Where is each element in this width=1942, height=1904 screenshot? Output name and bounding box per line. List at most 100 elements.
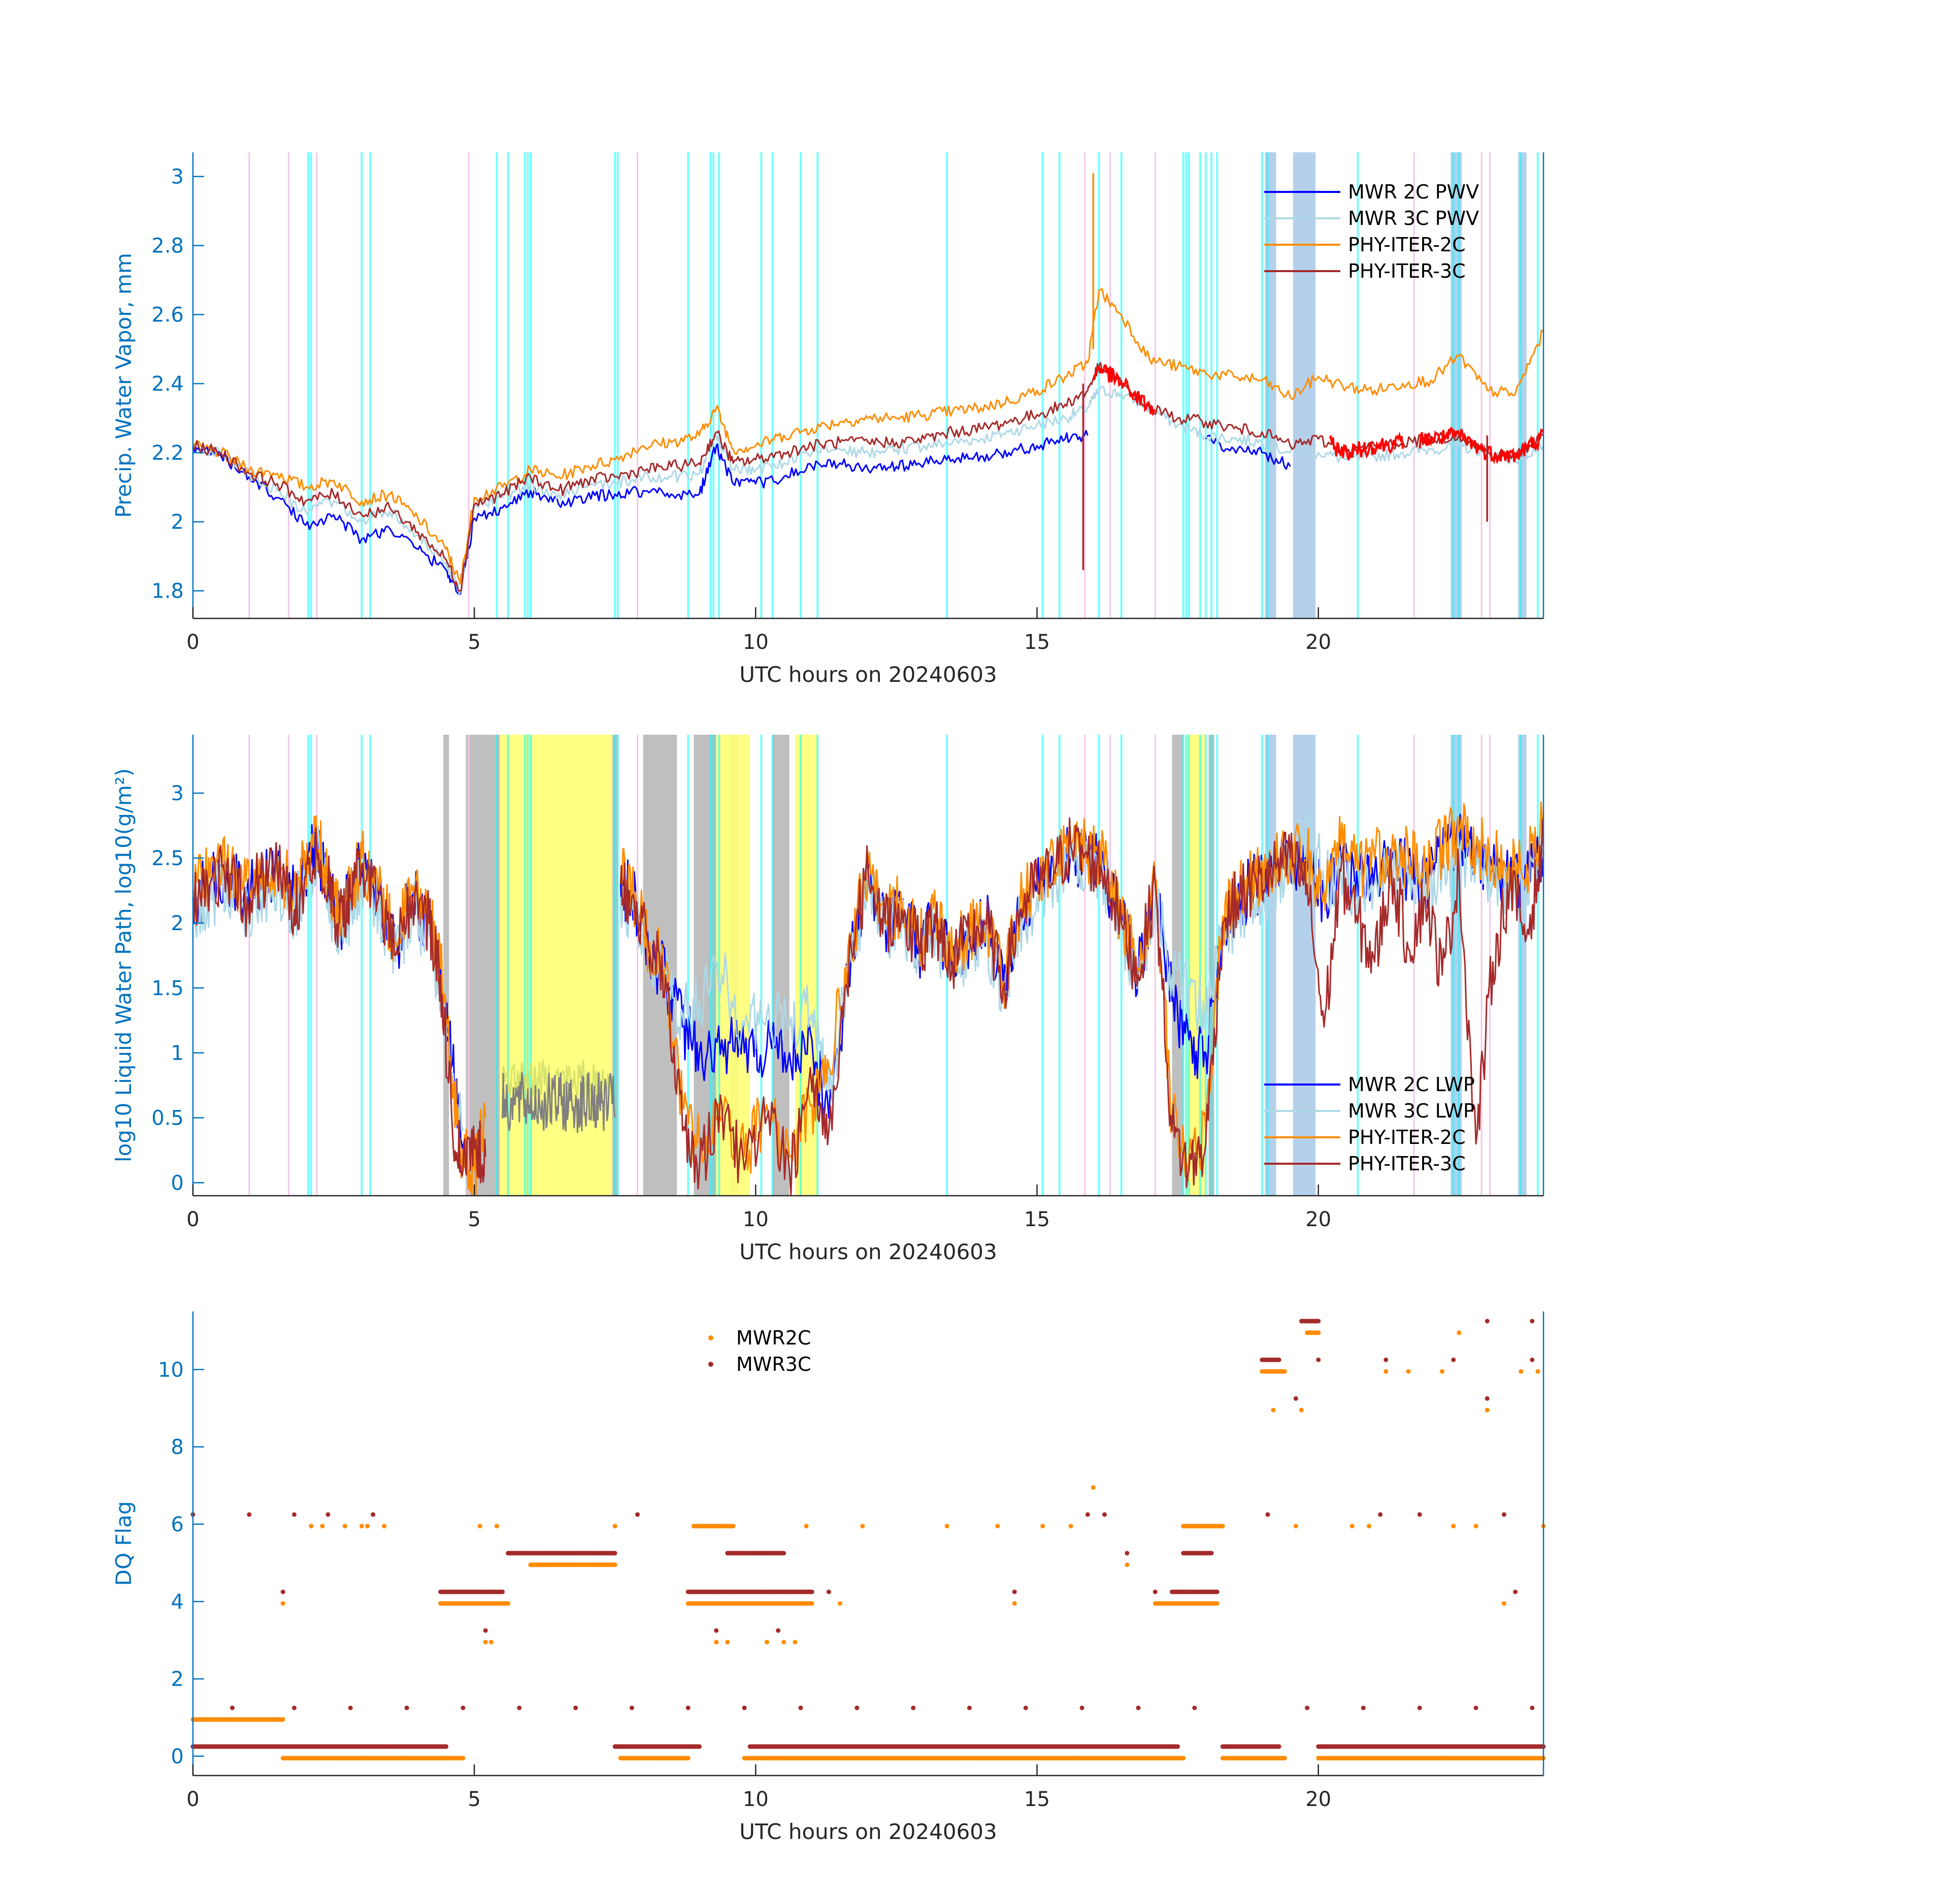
pwv-ylabel: Precip. Water Vapor, mm — [111, 253, 136, 518]
dq-point-mwr3c — [911, 1705, 916, 1711]
dq-point-mwr3c — [781, 1551, 786, 1556]
pwv-band-overlays — [248, 152, 1539, 618]
pwv-ytick-label: 1.8 — [151, 580, 184, 603]
cyan-flag-line — [712, 152, 715, 618]
dq-point-mwr3c — [1276, 1357, 1281, 1362]
cyan-flag-line — [946, 152, 948, 618]
dq-point-mwr3c — [967, 1705, 972, 1711]
pwv-line-phy-iter-2c — [192, 288, 1544, 585]
dq-point-mwr2c — [1282, 1369, 1287, 1374]
cyan-flag-line — [496, 152, 498, 618]
pwv-xtick-label: 15 — [1024, 631, 1050, 654]
dq-point-mwr3c — [697, 1744, 702, 1749]
lwp-ytick-label: 2.5 — [151, 847, 184, 870]
cyan-flag-line — [1261, 152, 1263, 618]
dq-ytick-label: 6 — [171, 1513, 184, 1536]
cyan-flag-line — [1210, 152, 1213, 618]
cyan-flag-line — [1182, 735, 1184, 1196]
lwp-ytick-label: 3 — [171, 782, 184, 805]
dq-point-mwr3c — [247, 1512, 252, 1517]
cyan-flag-line — [360, 152, 363, 618]
pwv-xtick-label: 20 — [1305, 631, 1331, 654]
dq-point-mwr2c — [1181, 1756, 1186, 1761]
lwp-legend-label: PHY-ITER-3C — [1348, 1153, 1466, 1175]
cyan-flag-line — [1205, 152, 1207, 618]
dq-point-mwr2c — [809, 1601, 814, 1606]
pink-flag-line — [1413, 735, 1415, 1196]
cyan-flag-line — [1188, 735, 1190, 1196]
cyan-flag-line — [1536, 152, 1539, 618]
dq-axes: 0 5 10 15 20 0 2 4 6 8 10 — [158, 1311, 1544, 1811]
pwv-xtick-label: 0 — [186, 631, 199, 654]
pwv-flagged-segment — [1419, 426, 1544, 465]
cyan-flag-line — [1188, 152, 1190, 618]
pink-flag-line — [468, 152, 470, 618]
dq-point-mwr3c — [325, 1512, 331, 1517]
dq-point-mwr2c — [1125, 1562, 1130, 1567]
lwp-legend-label: MWR 2C LWP — [1348, 1073, 1475, 1096]
lightblue-flag-band — [1265, 735, 1276, 1196]
lwp-panel: 0 5 10 15 20 0 0.5 1 1.5 2 2.5 3 MWR 2C LWP MWR 3C L… — [111, 735, 1544, 1264]
dq-point-mwr2c — [495, 1524, 499, 1529]
dq-point-mwr2c — [725, 1639, 730, 1645]
dq-point-mwr2c — [365, 1524, 370, 1529]
cyan-flag-line — [800, 152, 802, 618]
pink-flag-line — [248, 152, 250, 618]
lwp-xtick-label: 10 — [743, 1208, 769, 1231]
dq-point-mwr3c — [1361, 1705, 1366, 1711]
lwp-axes: 0 5 10 15 20 0 0.5 1 1.5 2 2.5 3 — [151, 735, 1544, 1231]
dq-point-mwr2c — [1451, 1524, 1456, 1529]
lwp-ytick-label: 0.5 — [151, 1107, 184, 1130]
dq-ytick-label: 4 — [171, 1590, 184, 1614]
pink-flag-line — [1489, 152, 1491, 618]
pwv-xtick-label: 10 — [743, 631, 769, 654]
dq-point-mwr3c — [1192, 1705, 1197, 1711]
cyan-flag-line — [816, 735, 819, 1196]
dq-point-mwr2c — [309, 1524, 314, 1529]
dq-point-mwr2c — [320, 1524, 325, 1529]
dq-point-mwr2c — [483, 1639, 488, 1645]
cyan-flag-line — [530, 735, 532, 1196]
pink-flag-line — [287, 735, 289, 1196]
dq-point-mwr2c — [685, 1756, 690, 1761]
lwp-xtick-label: 15 — [1024, 1208, 1050, 1231]
dq-point-mwr2c — [1535, 1369, 1540, 1374]
dq-point-mwr3c — [292, 1705, 297, 1711]
dq-point-mwr2c — [1485, 1407, 1490, 1413]
pwv-panel: 0 5 10 15 201.822.22.42.62.83 MWR 2C PWVMWR … — [111, 152, 1544, 687]
dq-point-mwr3c — [1293, 1396, 1298, 1401]
dq-point-mwr2c — [1457, 1330, 1462, 1335]
cyan-flag-line — [614, 735, 616, 1196]
dq-ytick-label: 2 — [171, 1668, 184, 1691]
dq-point-mwr2c — [1068, 1524, 1073, 1529]
lwp-legend: MWR 2C LWP MWR 3C LWP PHY-ITER-2C PHY-ITER-… — [1264, 1073, 1475, 1175]
lwp-ylabel: log10 Liquid Water Path, log10(g/m²) — [111, 768, 136, 1162]
dq-point-mwr3c — [1378, 1512, 1383, 1517]
dq-point-mwr3c — [1079, 1705, 1084, 1711]
cyan-flag-line — [1452, 152, 1455, 618]
dq-point-mwr2c — [488, 1639, 493, 1645]
pink-flag-line — [1084, 735, 1086, 1196]
pwv-ytick-label: 3 — [171, 166, 184, 189]
dq-point-mwr2c — [612, 1524, 617, 1529]
dq-point-mwr2c — [1282, 1756, 1287, 1761]
dq-point-mwr3c — [1501, 1512, 1506, 1517]
dq-point-mwr3c — [230, 1705, 235, 1711]
cyan-flag-line — [1041, 735, 1044, 1196]
dq-point-mwr2c — [1519, 1369, 1524, 1374]
dq-point-mwr3c — [776, 1628, 781, 1633]
dq-point-mwr2c — [342, 1524, 347, 1529]
cyan-flag-line — [526, 152, 529, 618]
dq-point-mwr3c — [1485, 1396, 1490, 1401]
dq-point-mwr2c — [1293, 1524, 1298, 1529]
dq-legend-marker — [708, 1362, 713, 1367]
dq-point-mwr3c — [1417, 1705, 1422, 1711]
dq-point-mwr3c — [1125, 1551, 1130, 1556]
pink-flag-line — [468, 735, 470, 1196]
cyan-flag-line — [718, 152, 720, 618]
dq-point-mwr3c — [1214, 1589, 1220, 1594]
dq-point-mwr3c — [1023, 1705, 1028, 1711]
dq-xtick-label: 5 — [468, 1788, 480, 1811]
dq-xtick-label: 0 — [186, 1788, 199, 1811]
